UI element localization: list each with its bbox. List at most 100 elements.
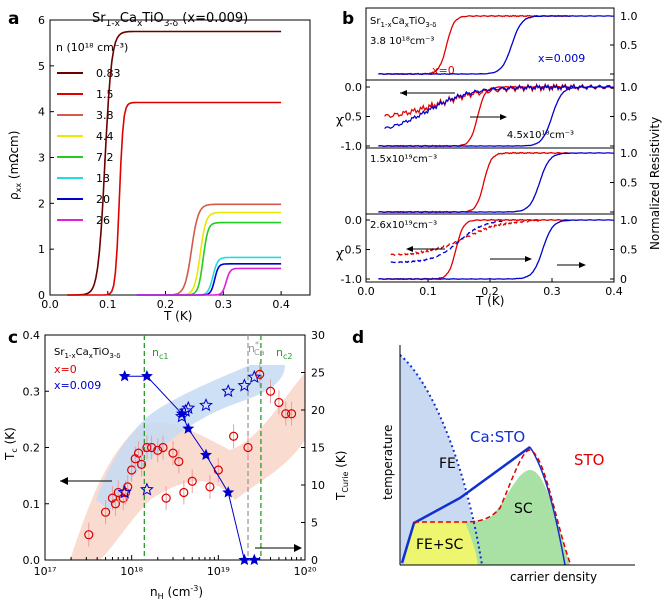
panel-a-xlabel: T (K) <box>163 309 192 323</box>
c-red-point <box>153 445 163 455</box>
panel-c-nc2-label: nc2 <box>276 346 292 361</box>
a-series-26 <box>136 267 282 296</box>
a-xtick-label: 0.1 <box>99 298 117 311</box>
c-red-point <box>179 487 189 498</box>
panel-c-ylabel-right: TCurie (K) <box>334 451 350 501</box>
label-ca-sto: Ca:STO <box>470 428 525 446</box>
c-red-point <box>243 442 253 453</box>
b-ltick-label: 0.0 <box>345 214 363 227</box>
panel-c-xlabel: nH (cm-3) <box>150 584 203 601</box>
panel-b-sub3-label: 1.5x10¹⁹cm⁻³ <box>370 154 437 165</box>
panel-b-title: Sr1-xCaxTiO3-δ <box>370 16 437 29</box>
c-red-point <box>174 456 184 467</box>
c-red-point <box>281 409 291 419</box>
c-y2tick-label: 10 <box>311 479 325 492</box>
c-xtick-label: 10¹⁹ <box>207 565 230 578</box>
fe-boundary <box>399 354 483 566</box>
panel-b-frame <box>365 7 615 283</box>
fesc-region <box>404 522 478 565</box>
c-red-point <box>161 493 171 503</box>
c-red-point <box>168 448 178 458</box>
c-y2tick-label: 0 <box>311 554 318 567</box>
panel-b: b Sr1-xCaxTiO3-δ 3.8 10¹⁸cm⁻³ 4.5x10¹⁸cm… <box>336 7 662 308</box>
b-arrowhead-1 <box>400 90 407 96</box>
panel-b-xlabel: T (K) <box>475 294 504 308</box>
ca-sto-dome <box>529 446 566 566</box>
a-xtick-label: 0.0 <box>41 298 59 311</box>
b-rtick-label: 0.5 <box>620 39 638 52</box>
panel-c-bands <box>70 365 305 560</box>
panel-b-series <box>378 14 615 281</box>
c-red-point <box>142 442 152 453</box>
panel-a-legend-title: n (10¹⁸ cm⁻³) <box>56 41 128 54</box>
c-blue-open-star <box>221 384 236 398</box>
panel-c-legend-x0: x=0 <box>54 363 77 376</box>
c-ytick-label: 0.1 <box>23 498 41 511</box>
b-ltick-label: -0.5 <box>341 244 362 257</box>
b-rtick-label: 1.0 <box>620 147 638 160</box>
c-red-point <box>84 530 94 540</box>
panel-b-label: b <box>342 9 354 29</box>
fe-region <box>400 355 480 565</box>
panel-c-points <box>84 362 297 566</box>
c-xtick-label: 10¹⁷ <box>34 565 57 578</box>
a-xtick-label: 0.3 <box>215 298 233 311</box>
a-series-7.2 <box>136 221 282 296</box>
c-blue-filled-star <box>238 553 251 566</box>
a-legend-label: 1.5 <box>96 88 114 101</box>
c-y2tick-label: 20 <box>311 404 325 417</box>
panel-c-ylabel-left: Tc (K) <box>3 427 19 461</box>
panel-c-nca-label: n* Ca <box>248 340 265 357</box>
c-tcurie-line <box>124 375 255 561</box>
c-blue-filled-star <box>182 422 195 434</box>
c-red-band <box>70 373 305 560</box>
a-ytick-label: 5 <box>38 60 45 73</box>
b-rtick-label: 0.5 <box>620 177 638 190</box>
b-blue-chi <box>390 220 503 264</box>
c-blue-open-star <box>237 378 252 392</box>
b-rtick-label: 0.5 <box>620 111 638 124</box>
panel-a-x-ticks: 0.0 0.1 0.2 0.3 0.4 <box>41 291 290 311</box>
sto-dome <box>414 449 571 564</box>
panel-a-label: a <box>8 9 19 29</box>
a-series-4.4 <box>136 211 282 296</box>
label-sto: STO <box>574 451 605 469</box>
b-rtick-label: 0.5 <box>620 244 638 257</box>
panel-c-title: Sr1-xCaxTiO3-δ <box>54 347 121 360</box>
c-blue-filled-star <box>248 553 261 566</box>
b-red-chi <box>390 219 540 256</box>
c-red-point <box>158 442 168 453</box>
panel-a-series <box>67 30 282 296</box>
b-blue-resistivity <box>378 219 614 280</box>
panel-b-ylabel-left-1: χ <box>336 113 343 127</box>
label-sc: SC <box>514 501 533 517</box>
c-red-point <box>136 459 147 469</box>
panel-a-title: Sr1-xCaxTiO3-δ (x=0.009) <box>92 11 248 29</box>
c-blue-open-star <box>199 398 213 412</box>
a-xtick-label: 0.2 <box>157 298 175 311</box>
c-xtick-label: 10¹⁸ <box>120 565 143 578</box>
ca-sto-boundary <box>400 445 531 564</box>
panel-b-ylabel-left-2: χ <box>336 247 343 261</box>
c-blue-filled-star <box>140 370 153 382</box>
b-ltick-label: 0.0 <box>345 81 363 94</box>
panel-d-ylabel: temperature <box>381 425 395 500</box>
c-red-point <box>100 507 111 517</box>
panel-b-annot-x009: x=0.009 <box>538 52 585 65</box>
panel-b-ylabel-right: Normalized Resistivity <box>648 117 662 250</box>
panel-b-sub2-label: 4.5x10¹⁸cm⁻³ <box>507 130 574 141</box>
panel-b-annot-x0: x=0 <box>432 64 455 77</box>
panel-d-label: d <box>352 328 364 348</box>
c-red-point <box>274 397 284 408</box>
a-ytick-label: 6 <box>38 14 45 27</box>
panel-b-ticks: 0.0 0.1 0.2 0.3 0.4 1.0 0.5 1.0 0.5 1.0 0.5 1.0 0.5 0… <box>341 10 638 298</box>
c-ytick-label: 0.2 <box>23 442 41 455</box>
b-xtick-label: 0.2 <box>481 285 499 298</box>
panel-d-xlabel: carrier density <box>510 570 597 584</box>
a-legend-label: 0.83 <box>96 67 121 80</box>
c-y2tick-label: 15 <box>311 442 325 455</box>
a-ytick-label: 3 <box>38 152 45 165</box>
c-blue-open-star <box>181 400 196 415</box>
